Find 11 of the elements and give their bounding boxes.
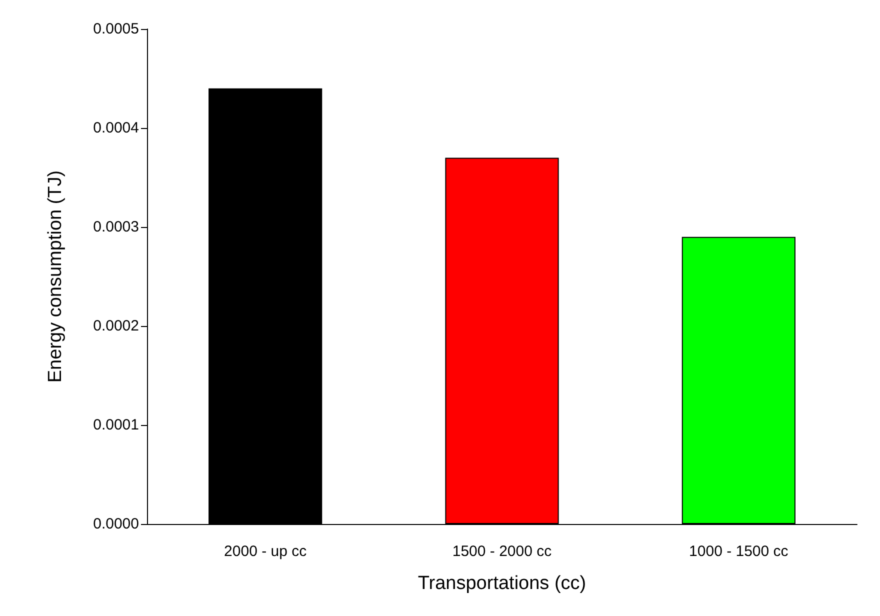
y-tick-label: 0.0003 xyxy=(93,218,139,236)
x-tick-label: 1000 - 1500 cc xyxy=(689,543,789,560)
y-tick-label: 0.0001 xyxy=(93,416,139,434)
x-tick-label: 1500 - 2000 cc xyxy=(452,543,552,560)
y-tick-label: 0.0004 xyxy=(93,120,139,136)
y-tick-label: 0.0005 xyxy=(93,20,139,38)
x-axis-title: Transportations (cc) xyxy=(418,573,586,594)
x-tick-label: 2000 - up cc xyxy=(224,543,308,560)
y-axis-title: Energy consumption (TJ) xyxy=(45,170,66,383)
y-tick-label: 0.0002 xyxy=(93,318,139,334)
y-tick-label: 0.0000 xyxy=(93,516,139,532)
